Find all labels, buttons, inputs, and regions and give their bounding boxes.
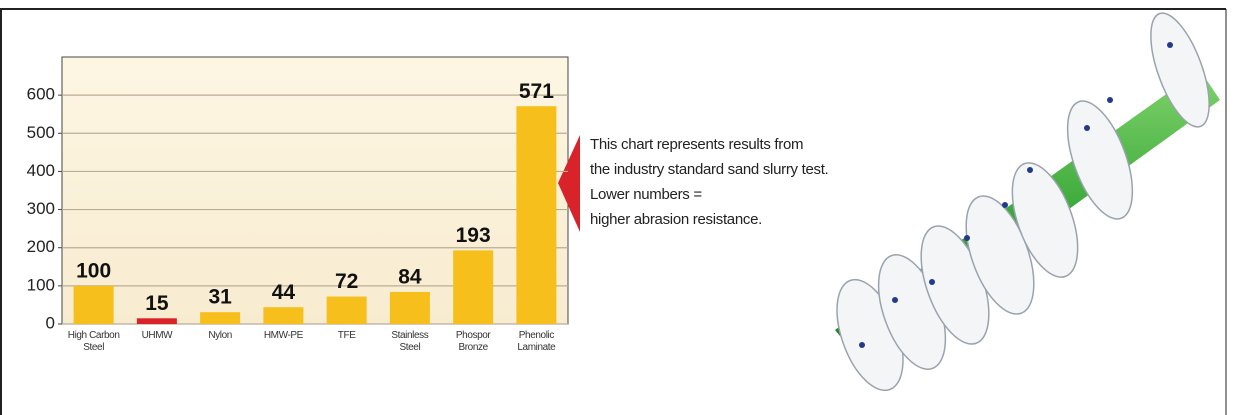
bar: [200, 312, 240, 324]
chart: 0100200300400500600 1001531447284193571 …: [0, 0, 1235, 415]
bar: [390, 292, 430, 324]
bar: [137, 318, 177, 324]
value-label: 15: [145, 292, 169, 315]
x-tick-label: TFE: [317, 330, 377, 342]
y-tick-label: 300: [27, 199, 55, 218]
value-label: 193: [456, 224, 491, 247]
annotation-line: This chart represents results from: [590, 136, 803, 153]
bar: [516, 106, 556, 324]
x-tick-label: UHMW: [127, 330, 187, 342]
annotation-line: the industry standard sand slurry test.: [590, 161, 828, 178]
x-tick-label: HMW-PE: [253, 330, 313, 342]
annotation-line: Lower numbers =: [590, 186, 702, 203]
x-tick-label: Nylon: [190, 330, 250, 342]
y-tick-label: 400: [27, 161, 55, 180]
y-tick-label: 500: [27, 123, 55, 142]
x-tick-label: High Carbon Steel: [64, 330, 124, 354]
value-label: 44: [272, 281, 296, 304]
value-label: 100: [76, 259, 111, 282]
page: 0100200300400500600 1001531447284193571 …: [0, 0, 1235, 415]
bar: [263, 307, 303, 324]
bar: [327, 297, 367, 324]
value-label: 72: [335, 270, 358, 293]
y-tick-label: 600: [27, 85, 55, 104]
x-tick-label: Stainless Steel: [380, 330, 440, 354]
screw-conveyor-illustration: [824, 6, 1221, 399]
x-tick-label: Phospor Bronze: [443, 330, 503, 354]
value-label: 31: [208, 286, 232, 309]
y-tick-label: 100: [27, 275, 55, 294]
y-tick-label: 0: [46, 313, 55, 332]
y-tick-label: 200: [27, 237, 55, 256]
bar: [74, 286, 114, 324]
bar: [453, 250, 493, 324]
value-label: 84: [398, 266, 422, 289]
value-label: 571: [519, 80, 554, 103]
x-tick-label: Phenolic Laminate: [506, 330, 566, 354]
annotation-line: higher abrasion resistance.: [590, 211, 762, 228]
